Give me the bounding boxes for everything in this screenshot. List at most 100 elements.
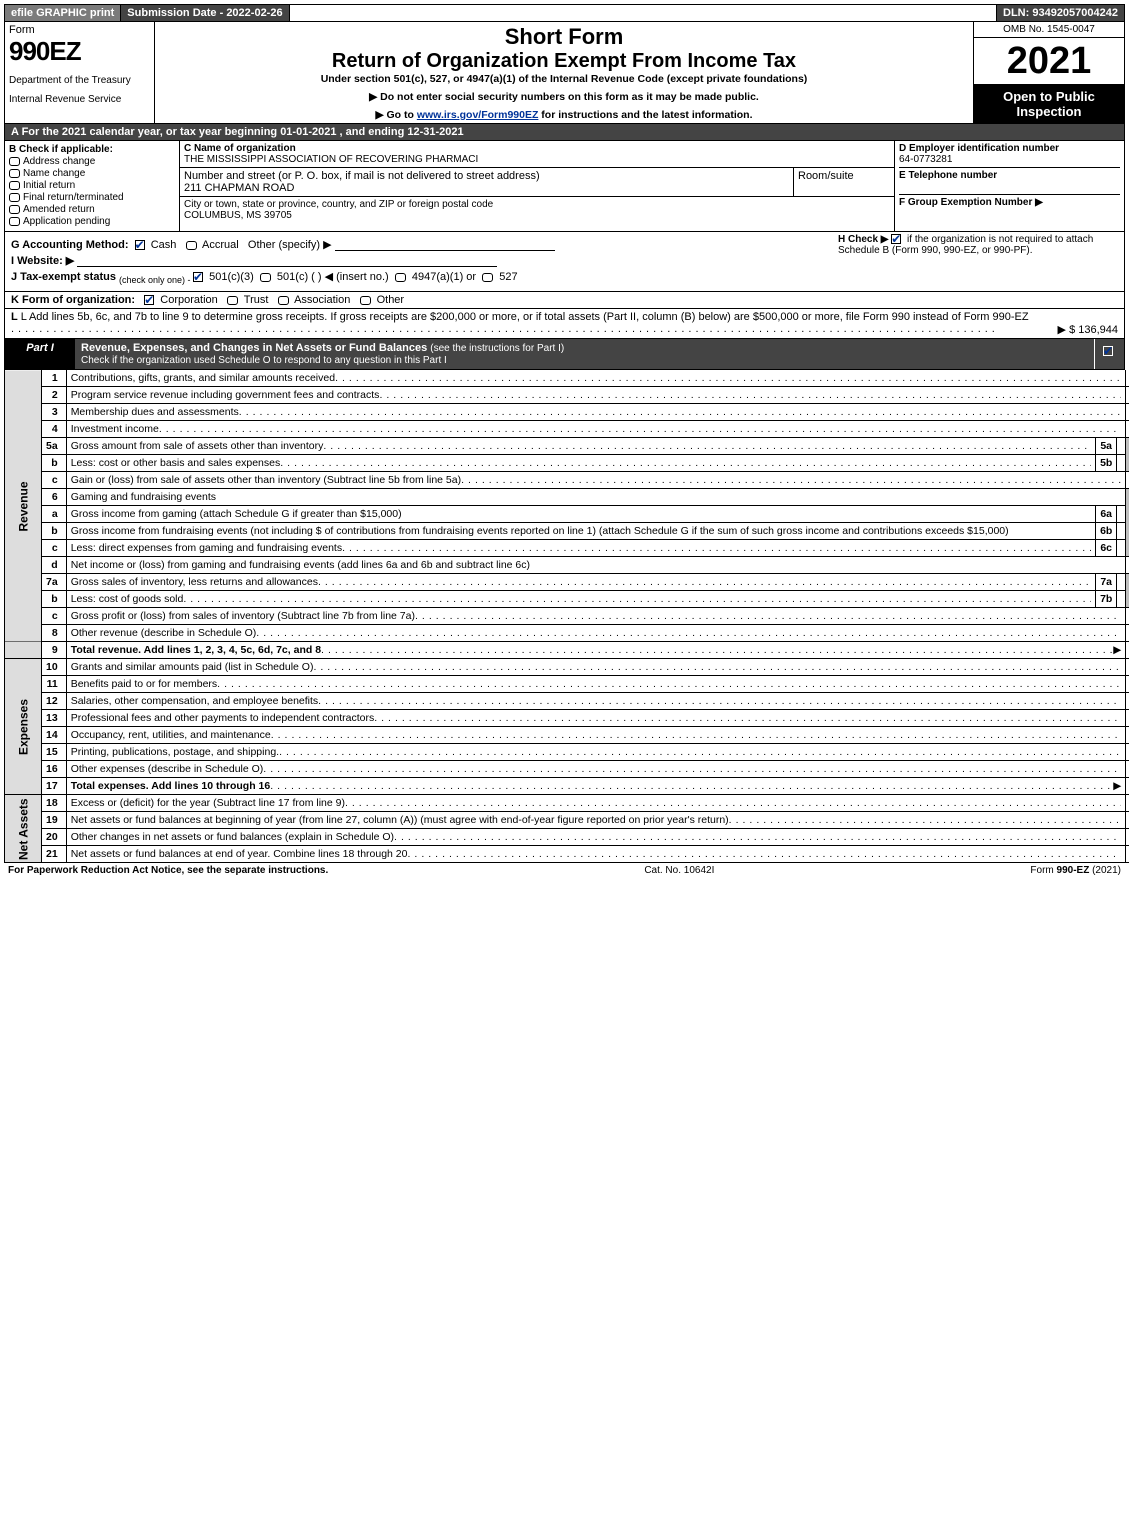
chk-address-change[interactable]: Address change <box>9 156 175 167</box>
part1-sub: (see the instructions for Part I) <box>430 343 564 354</box>
table-row: 15 Printing, publications, postage, and … <box>5 744 1129 761</box>
k-other-checkbox[interactable] <box>360 296 371 305</box>
table-row: 8 Other revenue (describe in Schedule O)… <box>5 625 1129 642</box>
table-row: 13 Professional fees and other payments … <box>5 710 1129 727</box>
efile-label[interactable]: efile GRAPHIC print <box>4 4 120 22</box>
desc: Contributions, gifts, grants, and simila… <box>71 372 335 384</box>
city-label: City or town, state or province, country… <box>184 199 493 210</box>
table-row: a Gross income from gaming (attach Sched… <box>5 506 1129 523</box>
g-cash-checkbox[interactable] <box>135 240 145 250</box>
chk-final-return[interactable]: Final return/terminated <box>9 192 175 203</box>
note-ssn: ▶ Do not enter social security numbers o… <box>161 91 967 103</box>
table-row: c Gain or (loss) from sale of assets oth… <box>5 472 1129 489</box>
c-name-row: C Name of organization THE MISSISSIPPI A… <box>180 141 894 168</box>
table-row: Revenue 1 Contributions, gifts, grants, … <box>5 370 1129 387</box>
tax-year: 2021 <box>974 38 1124 85</box>
k-pre: K Form of organization: <box>11 294 135 306</box>
table-row: b Less: cost of goods sold 7b <box>5 591 1129 608</box>
table-row: d Net income or (loss) from gaming and f… <box>5 557 1129 574</box>
revenue-vlabel: Revenue <box>5 370 42 642</box>
g-accrual-checkbox[interactable] <box>186 241 197 250</box>
chk-name-change[interactable]: Name change <box>9 168 175 179</box>
j-527-checkbox[interactable] <box>482 273 493 282</box>
irs-link[interactable]: www.irs.gov/Form990EZ <box>417 109 539 121</box>
footer-mid: Cat. No. 10642I <box>644 865 714 876</box>
header-left: Form 990EZ Department of the Treasury In… <box>5 22 155 123</box>
k-assoc-checkbox[interactable] <box>278 296 289 305</box>
street-label: Number and street (or P. O. box, if mail… <box>184 170 540 182</box>
h-pre: H Check ▶ <box>838 234 891 245</box>
table-row: 3 Membership dues and assessments 3 20,7… <box>5 404 1129 421</box>
h-checkbox[interactable] <box>891 234 901 244</box>
l-text: L Add lines 5b, 6c, and 7b to line 9 to … <box>21 311 1029 323</box>
part1-title-row: Revenue, Expenses, and Changes in Net As… <box>75 339 1094 369</box>
expenses-vlabel: Expenses <box>5 659 42 795</box>
h-check: H Check ▶ if the organization is not req… <box>838 234 1118 256</box>
header-block: Form 990EZ Department of the Treasury In… <box>4 22 1125 124</box>
ln: 1 <box>42 370 67 387</box>
k-corp-checkbox[interactable] <box>144 295 154 305</box>
omb-number: OMB No. 1545-0047 <box>974 22 1124 38</box>
table-row: Expenses 10 Grants and similar amounts p… <box>5 659 1129 676</box>
table-row: 16 Other expenses (describe in Schedule … <box>5 761 1129 778</box>
j-501c3-checkbox[interactable] <box>193 272 203 282</box>
chk-amended-return[interactable]: Amended return <box>9 204 175 215</box>
j-4947-checkbox[interactable] <box>395 273 406 282</box>
row-a-tax-year: A For the 2021 calendar year, or tax yea… <box>4 124 1125 141</box>
k-trust-checkbox[interactable] <box>227 296 238 305</box>
goto-post: for instructions and the latest informat… <box>538 109 752 121</box>
org-name: THE MISSISSIPPI ASSOCIATION OF RECOVERIN… <box>184 154 478 165</box>
b-title: B Check if applicable: <box>9 144 113 155</box>
part1-header: Part I Revenue, Expenses, and Changes in… <box>4 339 1125 370</box>
col-d-e-f: D Employer identification number 64-0773… <box>894 141 1124 231</box>
l-dots <box>11 323 1058 336</box>
table-row: b Gross income from fundraising events (… <box>5 523 1129 540</box>
i-website-blank[interactable] <box>77 266 497 267</box>
g-cash: Cash <box>151 239 177 251</box>
block-ghij: H Check ▶ if the organization is not req… <box>4 232 1125 292</box>
room-cell: Room/suite <box>794 168 894 196</box>
d-label: D Employer identification number <box>899 143 1059 154</box>
d-ein: D Employer identification number 64-0773… <box>899 143 1120 168</box>
j-501c3: 501(c)(3) <box>209 271 254 283</box>
chk-initial-return[interactable]: Initial return <box>9 180 175 191</box>
row-l-gross-receipts: L L Add lines 5b, 6c, and 7b to line 9 t… <box>4 309 1125 339</box>
g-other: Other (specify) ▶ <box>248 239 332 251</box>
col-c-name-address: C Name of organization THE MISSISSIPPI A… <box>180 141 894 231</box>
subval-6c <box>1117 540 1126 557</box>
row-k-form-org: K Form of organization: Corporation Trus… <box>4 292 1125 309</box>
g-other-blank[interactable] <box>335 250 555 251</box>
k-other: Other <box>377 294 405 306</box>
part1-tab: Part I <box>5 339 75 369</box>
g-label: G Accounting Method: <box>11 239 129 251</box>
part1-schedule-o-check[interactable] <box>1094 339 1124 369</box>
table-row: 21 Net assets or fund balances at end of… <box>5 846 1129 863</box>
k-corp: Corporation <box>160 294 217 306</box>
subval-5b <box>1117 455 1126 472</box>
netassets-vlabel: Net Assets <box>5 795 42 863</box>
form-word: Form <box>9 24 150 36</box>
c-label: C Name of organization <box>184 143 296 154</box>
j-501c-checkbox[interactable] <box>260 273 271 282</box>
dept-line2: Internal Revenue Service <box>9 94 150 105</box>
submission-date: Submission Date - 2022-02-26 <box>120 4 289 22</box>
table-row: 11 Benefits paid to or for members 11 <box>5 676 1129 693</box>
table-row: 19 Net assets or fund balances at beginn… <box>5 812 1129 829</box>
k-trust: Trust <box>244 294 269 306</box>
table-row: 12 Salaries, other compensation, and emp… <box>5 693 1129 710</box>
j-pre: J Tax-exempt status <box>11 271 119 283</box>
e-label: E Telephone number <box>899 170 997 181</box>
footer-right: Form 990-EZ (2021) <box>1030 865 1121 876</box>
chk-application-pending[interactable]: Application pending <box>9 216 175 227</box>
subval-5a <box>1117 438 1126 455</box>
street-value: 211 CHAPMAN ROAD <box>184 182 294 194</box>
table-row: 9 Total revenue. Add lines 1, 2, 3, 4, 5… <box>5 642 1129 659</box>
table-row: Net Assets 18 Excess or (deficit) for th… <box>5 795 1129 812</box>
table-row: c Gross profit or (loss) from sales of i… <box>5 608 1129 625</box>
ein-value: 64-0773281 <box>899 154 952 165</box>
table-row: 6 Gaming and fundraising events <box>5 489 1129 506</box>
j-4947: 4947(a)(1) or <box>412 271 476 283</box>
subval-7b <box>1117 591 1126 608</box>
part1-title: Revenue, Expenses, and Changes in Net As… <box>81 342 427 354</box>
top-bar: efile GRAPHIC print Submission Date - 20… <box>4 4 1125 22</box>
